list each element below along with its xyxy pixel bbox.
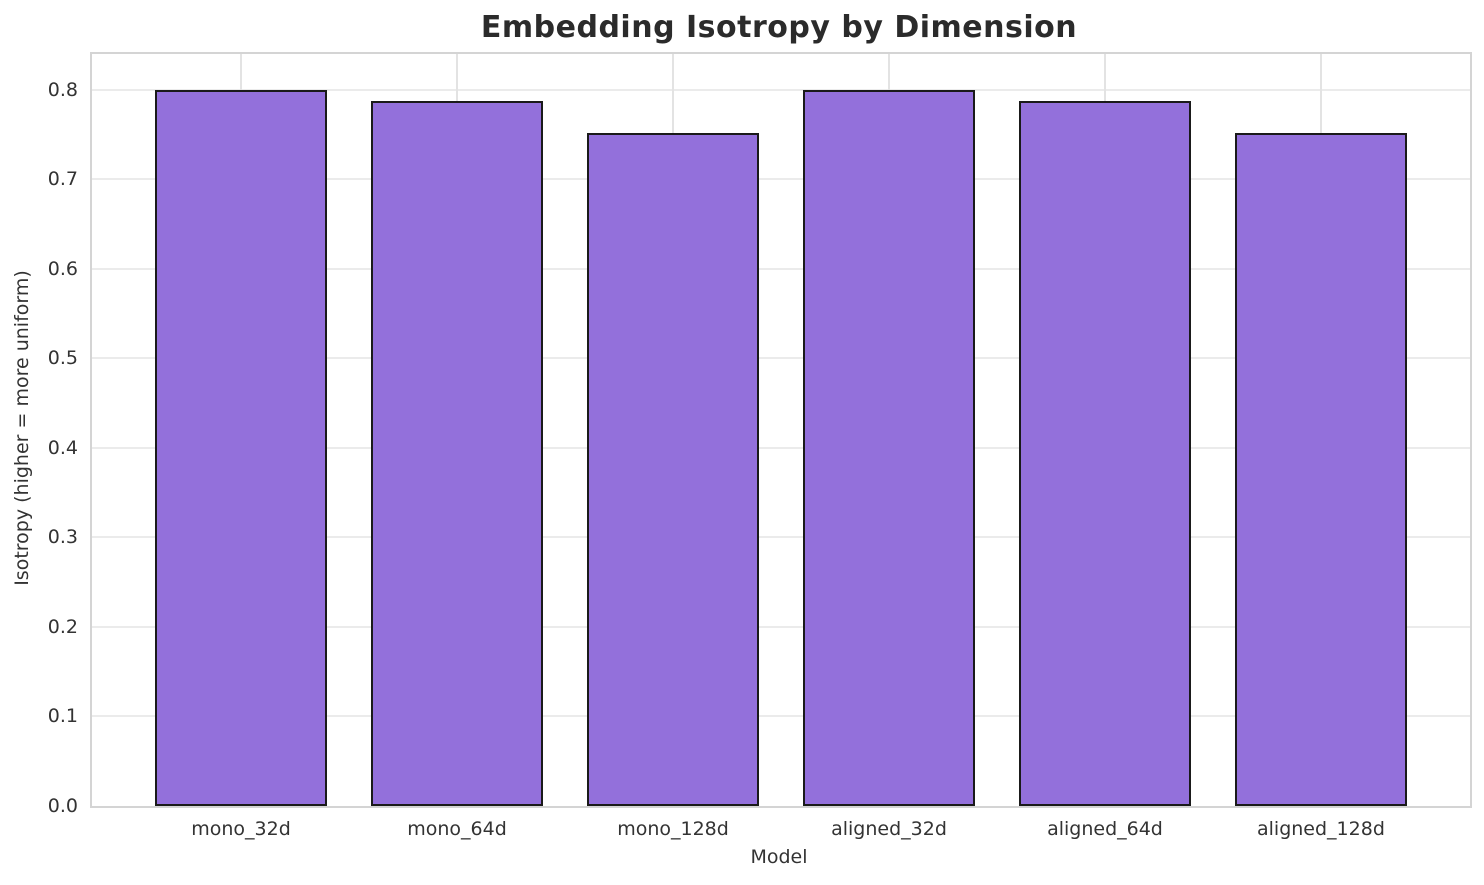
bar-mono_64d [370, 100, 544, 806]
plot-area: 0.0 0.1 0.2 0.3 0.4 0.5 0.6 0.7 0.8 mono_32d mono_… [48, 52, 1472, 840]
x-tick-label: mono_32d [191, 818, 291, 840]
x-tick-label: aligned_64d [1047, 818, 1163, 840]
y-tick-label: 0.2 [47, 615, 78, 638]
h-gridline [92, 446, 1470, 449]
y-tick-label: 0.5 [47, 347, 78, 370]
bar-aligned_32d [802, 89, 976, 806]
bar-aligned_128d [1234, 132, 1408, 806]
x-tick-label: mono_64d [407, 818, 507, 840]
y-tick-label: 0.0 [47, 795, 78, 817]
x-tick-label: aligned_128d [1257, 818, 1385, 840]
y-axis-label: Isotropy (higher = more uniform) [11, 270, 33, 586]
x-axis-label: Model [750, 846, 808, 868]
bar-mono_128d [586, 132, 760, 806]
y-tick-label: 0.3 [47, 526, 78, 549]
h-gridline [92, 357, 1470, 360]
y-tick-label: 0.7 [47, 168, 78, 191]
h-gridline [92, 178, 1470, 181]
h-gridline [92, 715, 1470, 718]
bar-aligned_64d [1018, 100, 1192, 806]
h-gridline [92, 267, 1470, 270]
y-tick-label: 0.8 [47, 78, 78, 101]
chart-title: Embedding Isotropy by Dimension [480, 10, 1078, 45]
h-gridline [92, 625, 1470, 628]
y-tick-label: 0.4 [47, 436, 78, 459]
x-tick-label: aligned_32d [831, 818, 947, 840]
x-tick-label: mono_128d [617, 818, 729, 840]
bar-mono_32d [154, 89, 328, 806]
h-gridline [92, 88, 1470, 91]
y-tick-label: 0.1 [47, 705, 78, 728]
h-gridline [92, 536, 1470, 539]
y-tick-label: 0.6 [47, 257, 78, 280]
